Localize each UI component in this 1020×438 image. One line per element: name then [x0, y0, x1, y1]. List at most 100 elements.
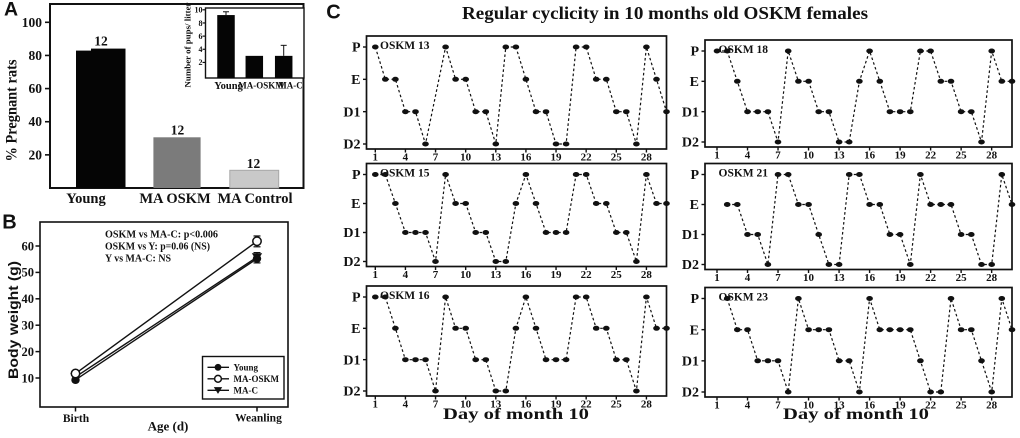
svg-text:OSKM 21: OSKM 21 — [719, 168, 769, 180]
svg-text:28: 28 — [641, 269, 653, 281]
svg-text:25: 25 — [956, 400, 968, 412]
svg-text:2: 2 — [199, 58, 203, 67]
svg-text:MA-C: MA-C — [278, 81, 303, 91]
svg-text:% Pregnant rats: % Pregnant rats — [4, 60, 21, 162]
svg-text:13: 13 — [490, 399, 502, 411]
svg-text:MA-C: MA-C — [234, 386, 259, 396]
svg-text:4: 4 — [403, 152, 409, 164]
svg-text:25: 25 — [956, 150, 968, 162]
svg-text:19: 19 — [551, 399, 563, 411]
svg-text:19: 19 — [895, 272, 907, 284]
svg-text:28: 28 — [986, 272, 998, 284]
svg-text:10: 10 — [803, 272, 815, 284]
svg-text:22: 22 — [581, 269, 593, 281]
svg-text:1: 1 — [373, 152, 379, 164]
svg-text:25: 25 — [956, 272, 968, 284]
svg-text:22: 22 — [925, 272, 937, 284]
svg-text:16: 16 — [520, 269, 532, 281]
svg-text:20: 20 — [29, 147, 43, 162]
svg-text:7: 7 — [433, 269, 439, 281]
svg-text:60: 60 — [29, 81, 43, 96]
svg-text:D1: D1 — [343, 353, 360, 368]
svg-text:1: 1 — [373, 269, 379, 281]
svg-text:28: 28 — [986, 150, 998, 162]
svg-text:Regular cyclicity in 10 months: Regular cyclicity in 10 months old OSKM … — [462, 3, 868, 23]
svg-text:1: 1 — [373, 399, 379, 411]
svg-text:P: P — [690, 45, 699, 60]
svg-text:Number of pups/ litter: Number of pups/ litter — [183, 2, 193, 87]
svg-text:7: 7 — [433, 399, 439, 411]
svg-text:20: 20 — [22, 345, 35, 359]
svg-text:D2: D2 — [682, 258, 699, 273]
svg-text:D1: D1 — [682, 355, 699, 370]
svg-text:D2: D2 — [343, 385, 360, 400]
svg-text:10: 10 — [460, 152, 472, 164]
svg-text:16: 16 — [520, 152, 532, 164]
svg-text:4: 4 — [745, 400, 751, 412]
svg-text:19: 19 — [895, 400, 907, 412]
svg-text:Young: Young — [66, 191, 106, 207]
svg-text:40: 40 — [22, 292, 35, 306]
svg-text:4: 4 — [745, 150, 751, 162]
svg-text:6: 6 — [199, 32, 203, 41]
svg-text:80: 80 — [29, 48, 43, 63]
svg-text:P: P — [352, 291, 361, 306]
svg-text:D1: D1 — [343, 105, 360, 120]
svg-text:Age (d): Age (d) — [148, 419, 189, 434]
svg-text:Young: Young — [214, 81, 243, 92]
svg-text:OSKM 15: OSKM 15 — [380, 168, 430, 180]
svg-text:D1: D1 — [343, 226, 360, 241]
svg-text:7: 7 — [775, 272, 781, 284]
svg-text:P: P — [690, 292, 699, 307]
svg-text:19: 19 — [895, 150, 907, 162]
svg-text:12: 12 — [247, 156, 261, 171]
svg-text:E: E — [351, 197, 360, 212]
svg-text:B: B — [2, 212, 16, 234]
svg-text:C: C — [326, 2, 340, 24]
svg-text:D2: D2 — [343, 138, 360, 153]
svg-text:D1: D1 — [682, 228, 699, 243]
svg-text:10: 10 — [460, 399, 472, 411]
svg-text:P: P — [690, 168, 699, 183]
svg-text:16: 16 — [864, 272, 876, 284]
svg-text:10: 10 — [803, 150, 815, 162]
svg-text:7: 7 — [775, 400, 781, 412]
svg-text:MA-OSKM: MA-OSKM — [234, 374, 280, 384]
svg-text:16: 16 — [520, 399, 532, 411]
svg-text:19: 19 — [551, 152, 563, 164]
svg-text:10: 10 — [22, 371, 35, 385]
svg-text:OSKM vs MA-C: p<0.006: OSKM vs MA-C: p<0.006 — [105, 230, 218, 241]
svg-text:12: 12 — [94, 34, 108, 49]
svg-text:D2: D2 — [682, 136, 699, 151]
svg-text:40: 40 — [29, 114, 43, 129]
svg-text:MA Control: MA Control — [217, 191, 292, 207]
svg-text:Body weight (g): Body weight (g) — [6, 261, 21, 379]
svg-text:Day of month 10: Day of month 10 — [783, 406, 929, 423]
svg-text:25: 25 — [611, 152, 623, 164]
svg-text:MA-OSKM: MA-OSKM — [238, 81, 284, 91]
svg-text:4: 4 — [199, 45, 203, 54]
svg-text:D2: D2 — [343, 255, 360, 270]
svg-text:8: 8 — [199, 19, 203, 28]
svg-text:19: 19 — [551, 269, 563, 281]
svg-text:4: 4 — [403, 269, 409, 281]
svg-text:12: 12 — [171, 123, 185, 138]
svg-text:22: 22 — [925, 150, 937, 162]
svg-text:13: 13 — [490, 269, 502, 281]
svg-text:MA OSKM: MA OSKM — [139, 191, 211, 207]
svg-text:1: 1 — [714, 272, 720, 284]
svg-text:22: 22 — [581, 399, 593, 411]
svg-text:OSKM 16: OSKM 16 — [380, 290, 430, 302]
svg-text:E: E — [690, 198, 699, 213]
svg-text:10: 10 — [460, 269, 472, 281]
svg-text:60: 60 — [22, 239, 35, 253]
svg-text:30: 30 — [22, 319, 35, 333]
svg-text:Y vs MA-C: NS: Y vs MA-C: NS — [105, 254, 171, 265]
svg-text:E: E — [690, 75, 699, 90]
svg-text:100: 100 — [22, 15, 43, 30]
svg-text:Birth: Birth — [63, 413, 90, 425]
svg-text:OSKM 13: OSKM 13 — [380, 40, 430, 52]
svg-text:Young: Young — [234, 363, 259, 373]
svg-text:28: 28 — [641, 152, 653, 164]
svg-text:13: 13 — [834, 150, 846, 162]
